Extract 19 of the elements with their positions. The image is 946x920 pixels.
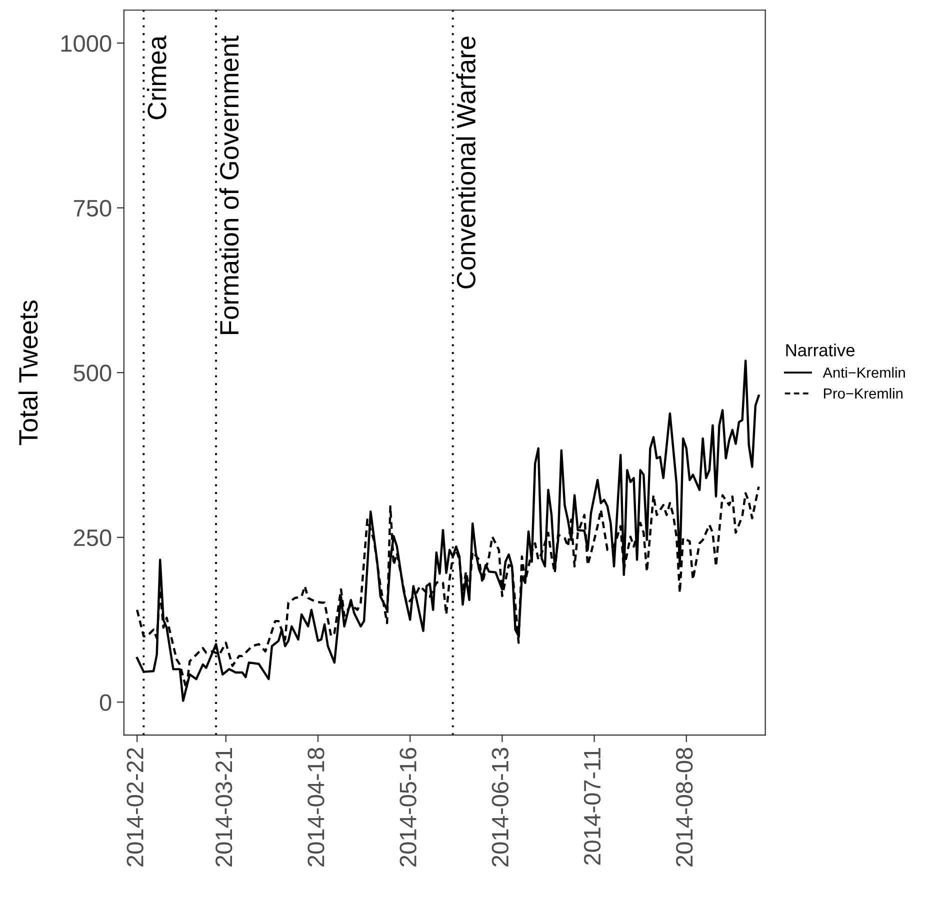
y-tick-label: 750 [74,200,112,217]
ref-line-label: Crimea [146,35,166,120]
x-tick-label: 2014-08-08 [676,748,693,866]
y-axis-title: Total Tweets [18,300,38,446]
y-tick-label: 0 [100,694,112,711]
y-tick-label: 250 [74,529,112,546]
y-tick-label: 500 [74,364,112,382]
x-tick-label: 2014-06-13 [492,748,509,866]
ref-line-label: Conventional Warfare [456,36,476,288]
x-tick-label: 2014-02-22 [126,748,144,866]
x-tick-label: 2014-04-18 [308,748,324,866]
x-tick-label: 2014-05-16 [400,748,416,866]
y-tick-label: 1000 [61,35,112,52]
x-tick-label: 2014-07-11 [584,748,601,865]
legend-label: Pro−Kremlin [824,388,902,399]
legend-label: Anti−Kremlin [822,367,905,378]
x-tick-label: 2014-03-21 [216,748,232,866]
legend-title: Narrative [786,344,855,356]
ref-line-label: Formation of Government [219,36,239,334]
